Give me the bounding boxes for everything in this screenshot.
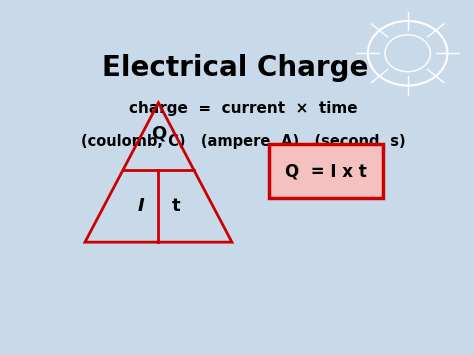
- Text: Q  = I x t: Q = I x t: [285, 162, 366, 180]
- Text: I: I: [137, 197, 144, 215]
- Text: Q: Q: [151, 125, 166, 142]
- FancyBboxPatch shape: [269, 144, 383, 198]
- Text: (coulomb, C)   (ampere, A)   (second, s): (coulomb, C) (ampere, A) (second, s): [81, 133, 405, 148]
- Text: charge  =  current  ×  time: charge = current × time: [128, 101, 357, 116]
- Text: t: t: [172, 197, 181, 215]
- Text: Electrical Charge: Electrical Charge: [102, 54, 369, 82]
